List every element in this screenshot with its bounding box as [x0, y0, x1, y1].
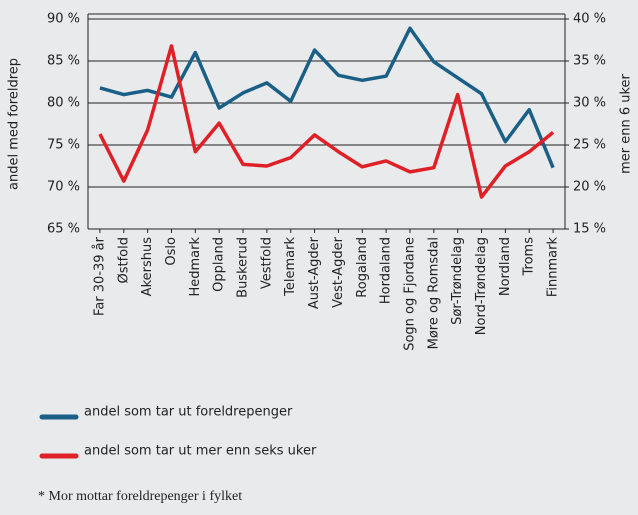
- y-tick-label: 75 %: [47, 138, 80, 153]
- x-tick-label: Buskerud: [236, 237, 251, 298]
- x-tick-label: Telemark: [283, 237, 298, 297]
- series-line: [99, 26, 555, 169]
- x-tick-label: Østfold: [116, 237, 131, 284]
- x-tick-label: Hordaland: [379, 237, 394, 304]
- y2-tick-label: 40 %: [573, 12, 606, 27]
- x-tick-label: Oppland: [212, 237, 227, 292]
- x-tick-label: Sogn og Fjordane: [402, 237, 417, 351]
- x-tick-label: Sør-Trøndelag: [450, 237, 465, 325]
- series-line: [98, 44, 555, 199]
- x-tick-label: Far 30-39 år: [92, 236, 107, 316]
- legend-label: andel som tar ut mer enn seks uker: [84, 444, 317, 459]
- x-tick-label: Akershus: [140, 237, 155, 297]
- y-tick-label: 85 %: [47, 54, 80, 69]
- x-tick-label: Oslo: [164, 237, 179, 266]
- y2-tick-label: 35 %: [573, 54, 606, 69]
- y-tick-label: 80 %: [47, 96, 80, 111]
- x-tick-label: Hedmark: [188, 237, 203, 297]
- y2-axis-label: mer enn 6 uker: [619, 73, 634, 173]
- y2-tick-label: 30 %: [573, 96, 606, 111]
- y2-tick-label: 20 %: [573, 180, 606, 195]
- x-tick-label: Aust-Agder: [307, 236, 322, 309]
- x-tick-label: Vest-Agder: [331, 236, 346, 308]
- y-tick-label: 90 %: [47, 12, 80, 27]
- legend-label: andel som tar ut foreldrepenger: [84, 405, 293, 420]
- y2-tick-label: 25 %: [573, 138, 606, 153]
- footnote: * Mor mottar foreldrepenger i fylket: [38, 489, 242, 504]
- x-tick-label: Troms: [522, 237, 537, 277]
- x-tick-label: Nordland: [498, 237, 513, 296]
- x-tick-label: Rogaland: [355, 237, 370, 298]
- x-tick-label: Finnmark: [546, 237, 561, 298]
- x-tick-label: Nord-Trøndelag: [474, 237, 489, 335]
- y2-tick-label: 15 %: [573, 222, 606, 237]
- x-tick-label: Møre og Romsdal: [426, 237, 441, 349]
- y-axis-label: andel med foreldrep: [7, 58, 22, 190]
- y-tick-label: 65 %: [47, 222, 80, 237]
- y-tick-label: 70 %: [47, 180, 80, 195]
- x-tick-label: Vestfold: [259, 237, 274, 289]
